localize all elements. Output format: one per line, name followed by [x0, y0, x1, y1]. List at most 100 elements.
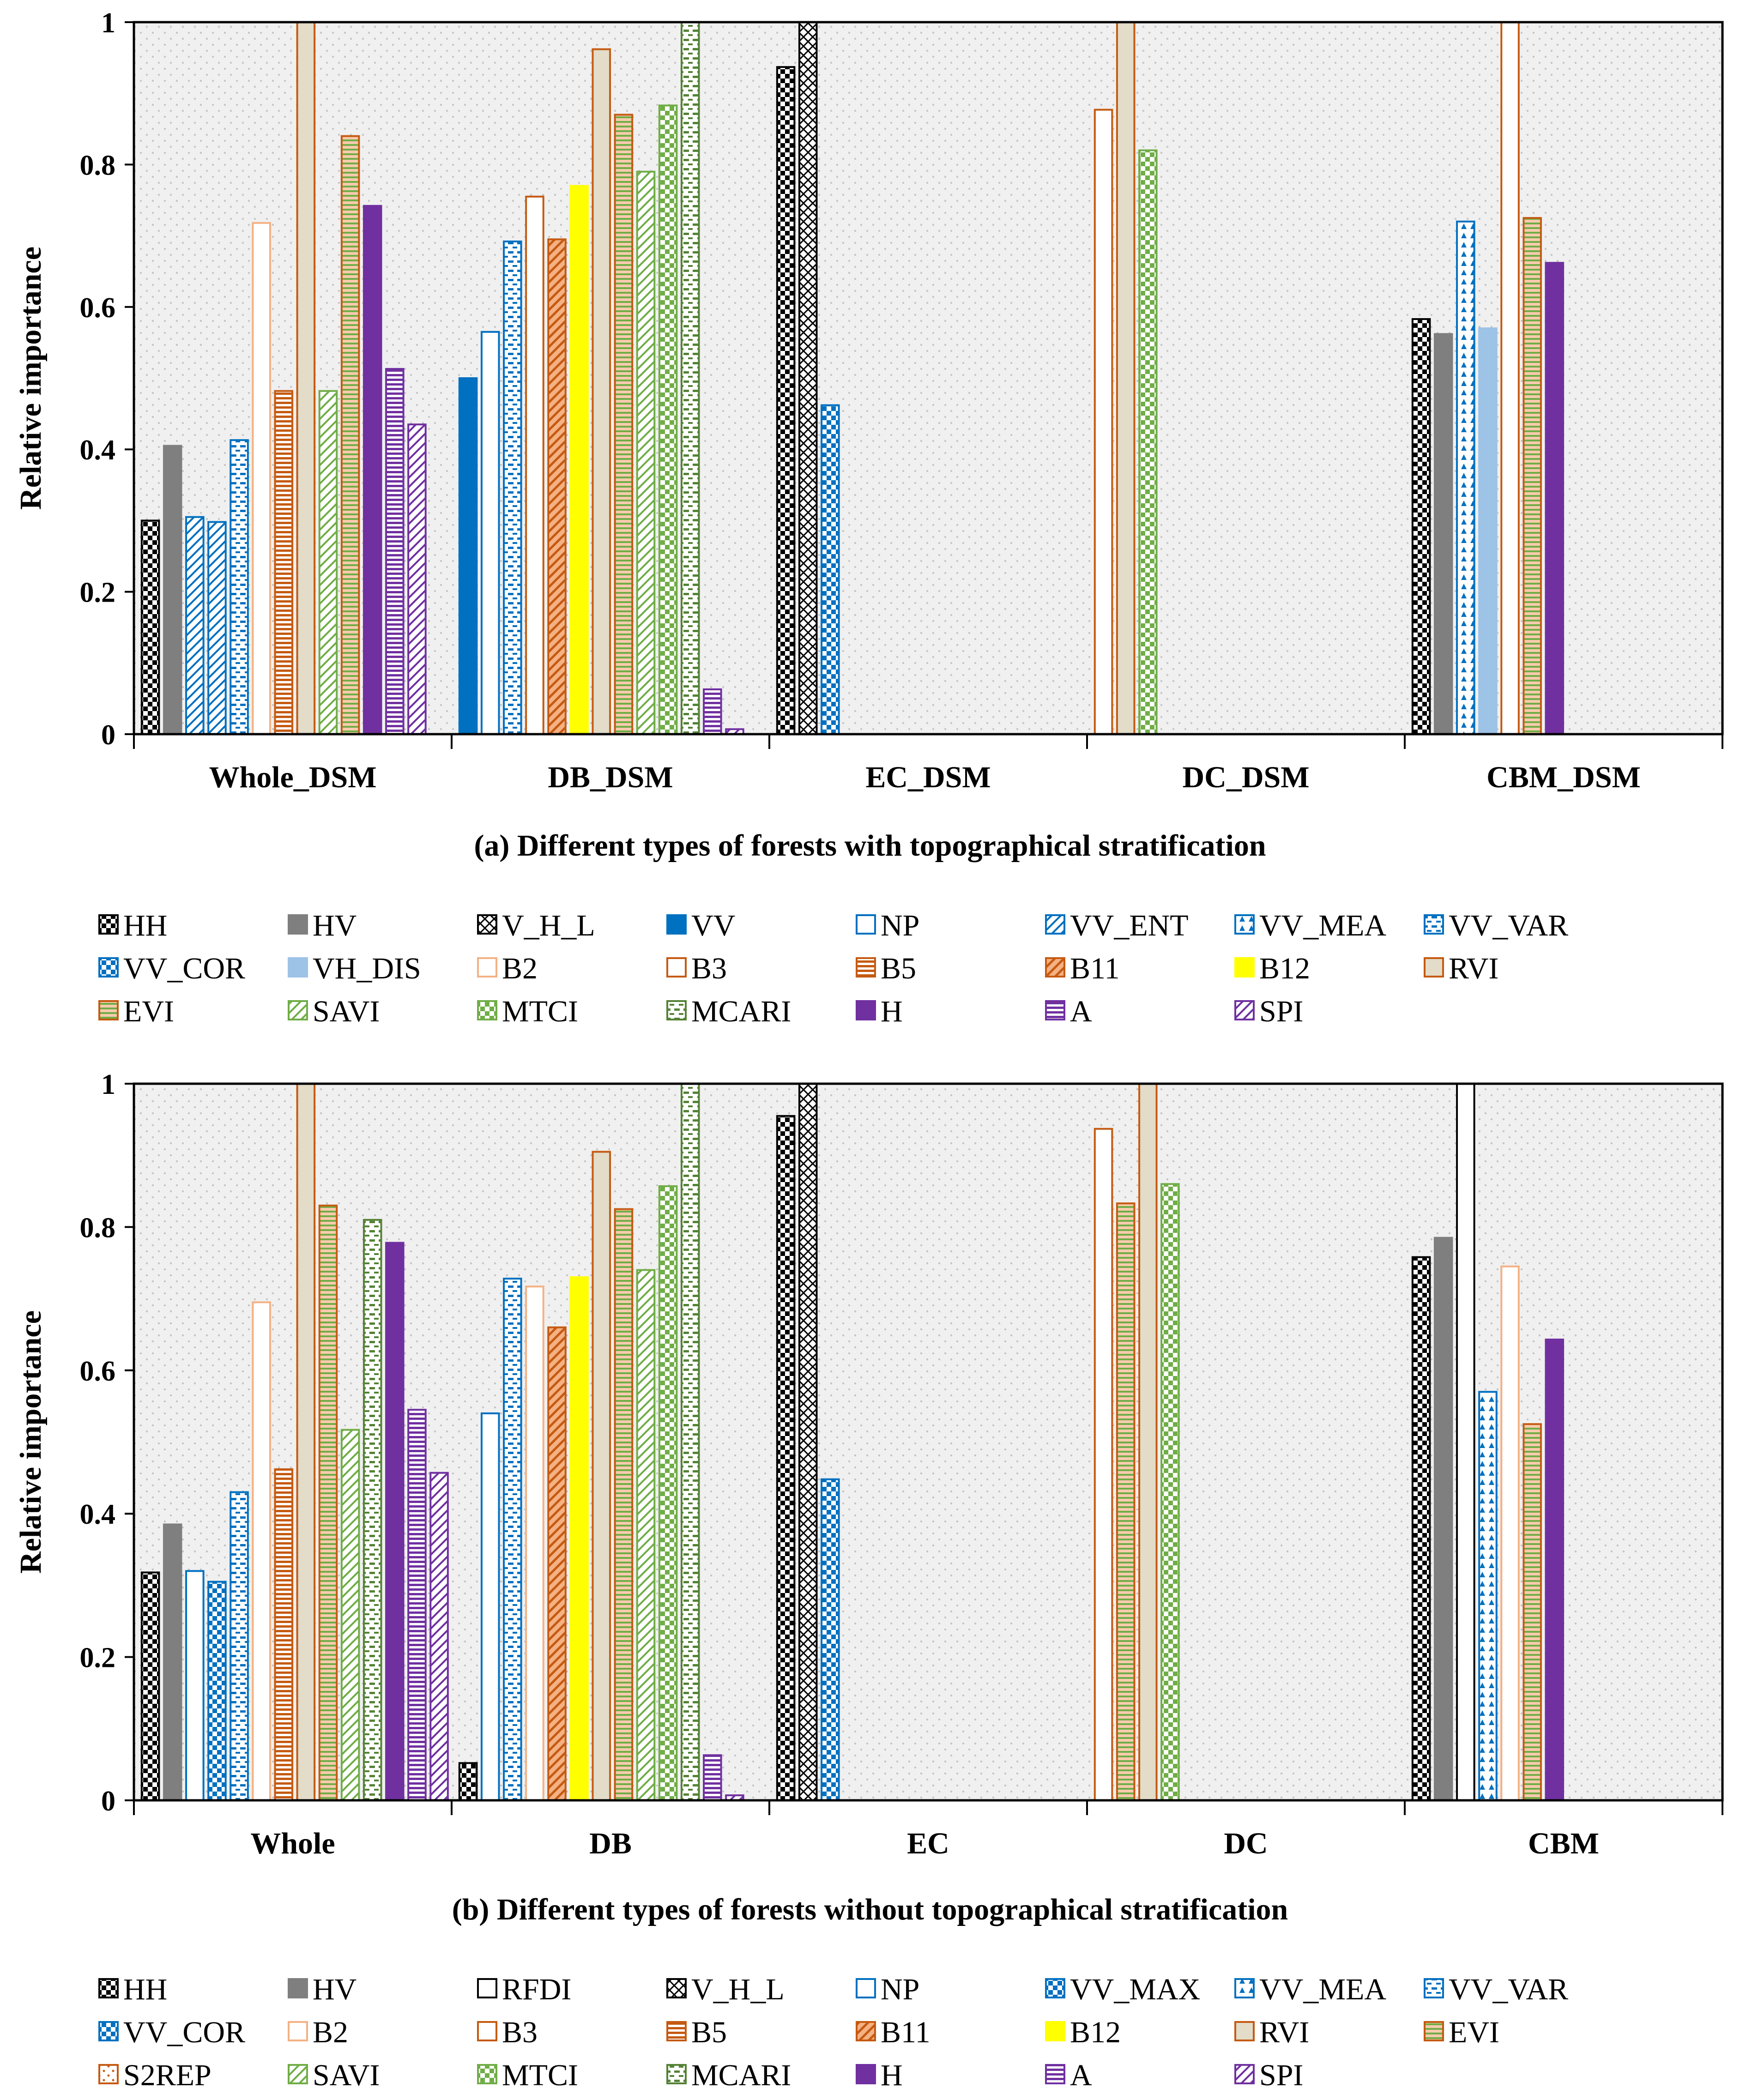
legend-swatch-a: [1045, 1000, 1065, 1020]
bar-whole-dsm-savi: SAVI: 0.482: [318, 390, 338, 735]
legend-swatch-np: [856, 914, 876, 935]
bar-whole-dsm-a: A: 0.513: [385, 368, 405, 735]
bar-cbm-h: H: 0.643: [1545, 1339, 1565, 1801]
legend-swatch-v-h-l: [666, 1978, 687, 1998]
chart-title-a: (a) Different types of forests with topo…: [474, 829, 1266, 863]
y-tick-label: 0.8: [80, 150, 116, 181]
chart-a: 00.20.40.60.81 HH: 0.3HV: 0.405VV_ENT: 0…: [14, 7, 1724, 1028]
y-tick-label: 1: [101, 1069, 115, 1100]
legend-label-b3: B3: [502, 2016, 538, 2049]
bar-cbm-dsm-h: H: 0.662: [1545, 262, 1565, 735]
legend-swatch-hh: [98, 914, 119, 935]
x-category-label: EC_DSM: [865, 760, 991, 794]
bar-cbm-dsm-b3: B3: 1: [1500, 21, 1520, 735]
legend-label-b12: B12: [1070, 2016, 1121, 2049]
bar-db-dsm-evi: EVI: 0.87: [614, 114, 634, 736]
legend-label-vv-ent: VV_ENT: [1070, 909, 1189, 942]
legend-label-b2: B2: [502, 952, 538, 985]
legend-swatch-hv: [288, 1978, 308, 1998]
legend-label-v-h-l: V_H_L: [691, 1973, 785, 2006]
legend-label-hh: HH: [123, 1973, 167, 2006]
legend-label-hv: HV: [313, 1973, 356, 2006]
legend-label-evi: EVI: [123, 995, 174, 1028]
legend-swatch-b11: [856, 2021, 876, 2041]
bar-db-b2: B2: 0.717: [525, 1285, 544, 1802]
bar-whole-evi: EVI: 0.83: [318, 1204, 338, 1802]
bar-cbm-dsm-evi: EVI: 0.725: [1522, 217, 1542, 735]
bar-whole-dsm-b2: B2: 0.718: [252, 222, 271, 735]
x-categories-b: Whole DB EC DC CBM: [133, 1800, 1723, 1860]
legend-label-b5: B5: [691, 2016, 727, 2049]
legend-label-mcari: MCARI: [691, 2058, 791, 2092]
legend-label-np: NP: [881, 1973, 919, 2006]
legend-label-vv: VV: [691, 909, 735, 942]
legend-swatch-savi: [288, 1000, 308, 1020]
legend-label-b3: B3: [691, 952, 727, 985]
bar-dc-dsm-b3: B3: 0.877: [1094, 109, 1113, 735]
legend-label-mtci: MTCI: [502, 2058, 578, 2092]
legend-swatch-h: [856, 2064, 876, 2084]
legend-label-savi: SAVI: [313, 995, 380, 1028]
legend-swatch-hv: [288, 914, 308, 935]
bar-whole-b2: B2: 0.695: [252, 1301, 271, 1802]
legend-swatch-vv-mea: [1234, 914, 1255, 935]
bar-dc-evi: EVI: 0.833: [1116, 1202, 1136, 1802]
bar-whole-np: NP: 0.32: [185, 1570, 205, 1802]
legend-swatch-spi: [1234, 1000, 1255, 1020]
legend-swatch-b5: [856, 957, 876, 978]
bar-ec-dsm-v-h-l: V_H_L: 1: [798, 21, 818, 735]
bar-whole-vv-max: VV_MAX: 0.305: [207, 1581, 227, 1801]
bars-a: HH: 0.3HV: 0.405VV_ENT: 0.305VV_ENT: 0.2…: [140, 21, 1565, 736]
bar-whole-dsm-hv: HV: 0.405: [163, 445, 182, 735]
bar-whole-spi: SPI: 0.457: [429, 1472, 449, 1802]
legend-label-rvi: RVI: [1259, 2016, 1309, 2049]
legend-label-vv-cor: VV_COR: [123, 2016, 245, 2049]
bar-db-dsm-mtci: MTCI: 0.883: [658, 104, 678, 736]
bar-whole-mcari: MCARI: 0.81: [362, 1219, 382, 1801]
legend-swatch-vv-var: [1424, 914, 1444, 935]
plot-frame-b: [133, 1082, 1724, 1802]
bar-cbm-evi: EVI: 0.525: [1522, 1423, 1542, 1801]
bar-ec-dsm-hh: HH: 0.937: [776, 66, 796, 735]
legend-swatch-rfdi: [477, 1978, 497, 1998]
y-tick-label: 0: [101, 1786, 115, 1817]
bar-db-evi: EVI: 0.825: [614, 1208, 634, 1802]
bar-whole-h: H: 0.778: [385, 1242, 405, 1801]
bar-db-hh: HH: 0.052: [458, 1762, 478, 1801]
y-axis-title-b: Relative importance: [14, 1310, 48, 1574]
legend-swatch-b11: [1045, 957, 1065, 978]
x-category-label: Whole_DSM: [209, 760, 377, 794]
legend-label-vv-cor: VV_COR: [123, 952, 245, 985]
legend-swatch-spi: [1234, 2064, 1255, 2084]
bar-cbm-b2: B2: 0.745: [1500, 1265, 1520, 1801]
x-category-label: DC_DSM: [1183, 760, 1310, 794]
legend-swatch-b12: [1234, 957, 1255, 978]
legend-swatch-b3: [666, 957, 687, 978]
legend-swatch-b2: [288, 2021, 308, 2041]
bar-db-dsm-np: NP: 0.565: [480, 331, 500, 735]
legend-label-vv-var: VV_VAR: [1449, 1973, 1568, 2006]
legend-swatch-vv: [666, 914, 687, 935]
bar-whole-vv-var: VV_VAR: 0.43: [230, 1491, 249, 1801]
y-tick-label: 0.4: [80, 434, 116, 466]
y-tick-label: 0.8: [80, 1212, 116, 1243]
bar-db-vv-var: VV_VAR: 0.728: [503, 1278, 522, 1801]
bar-whole-dsm-vv-ent: VV_ENT: 0.298: [207, 521, 227, 735]
legend-label-v-h-l: V_H_L: [502, 909, 595, 942]
legend-swatch-a: [1045, 2064, 1065, 2084]
bar-db-dsm-vv-var: VV_VAR: 0.692: [503, 240, 522, 735]
legend-swatch-mcari: [666, 2064, 687, 2084]
bar-cbm-hh: HH: 0.758: [1411, 1256, 1431, 1801]
bar-db-np: NP: 0.54: [480, 1412, 500, 1801]
bar-whole-savi: SAVI: 0.517: [340, 1429, 360, 1801]
y-ticks-a: 0 0.2 0.4 0.6 0.8 1: [80, 7, 134, 751]
legend-label-b12: B12: [1259, 952, 1310, 985]
x-category-label: DC: [1224, 1827, 1268, 1860]
legend-label-vv-var: VV_VAR: [1449, 909, 1568, 942]
legend-swatch-h: [856, 1000, 876, 1020]
bar-dc-rvi: RVI: 1: [1138, 1083, 1158, 1801]
legend-b: HH HV RFDI V_H_L NP VV_MAX VV_MEA VV_VAR VV_COR B…: [98, 1973, 1568, 2092]
legend-label-a: A: [1070, 2058, 1092, 2092]
bar-cbm-rfdi: RFDI: 1: [1456, 1083, 1475, 1801]
